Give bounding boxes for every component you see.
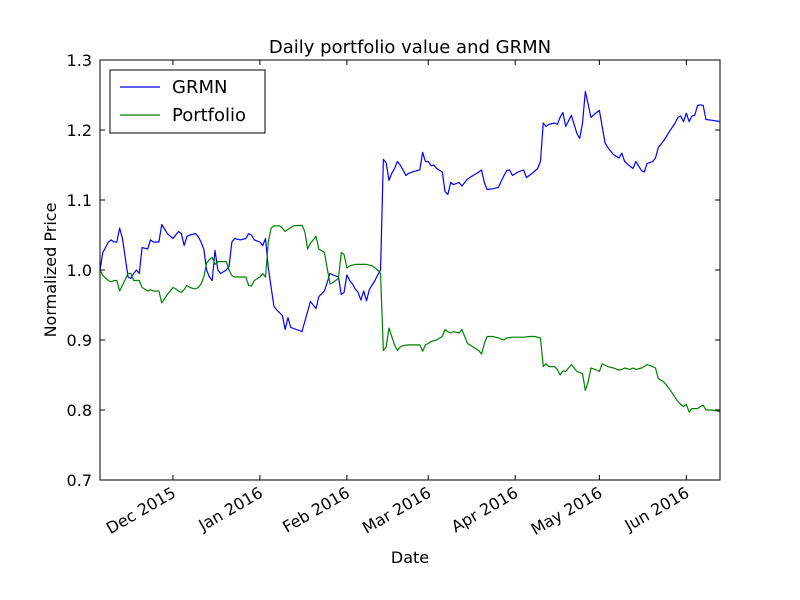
legend-box: [109, 69, 266, 134]
y-tick-label: 1.2: [67, 121, 92, 140]
y-axis-label: Normalized Price: [41, 203, 60, 338]
y-tick-label: 1.3: [67, 51, 92, 70]
y-tick-label: 0.8: [67, 401, 92, 420]
legend-label-portfolio: Portfolio: [172, 105, 246, 126]
x-axis-label: Date: [391, 548, 429, 567]
series-line-portfolio: [99, 224, 721, 413]
legend-label-grmn: GRMN: [172, 77, 227, 98]
chart-title: Daily portfolio value and GRMN: [269, 37, 551, 58]
legend: GRMN Portfolio: [109, 69, 266, 134]
y-tick-label: 0.9: [67, 331, 92, 350]
series-line-grmn: [99, 90, 721, 333]
y-tick-label: 0.7: [67, 471, 92, 490]
plot-lines: [99, 90, 721, 413]
y-tick-label: 1.1: [67, 191, 92, 210]
y-tick-label: 1.0: [67, 261, 92, 280]
y-axis: 0.7 0.8 0.9 1.0 1.1 1.2 1.3: [67, 51, 720, 490]
